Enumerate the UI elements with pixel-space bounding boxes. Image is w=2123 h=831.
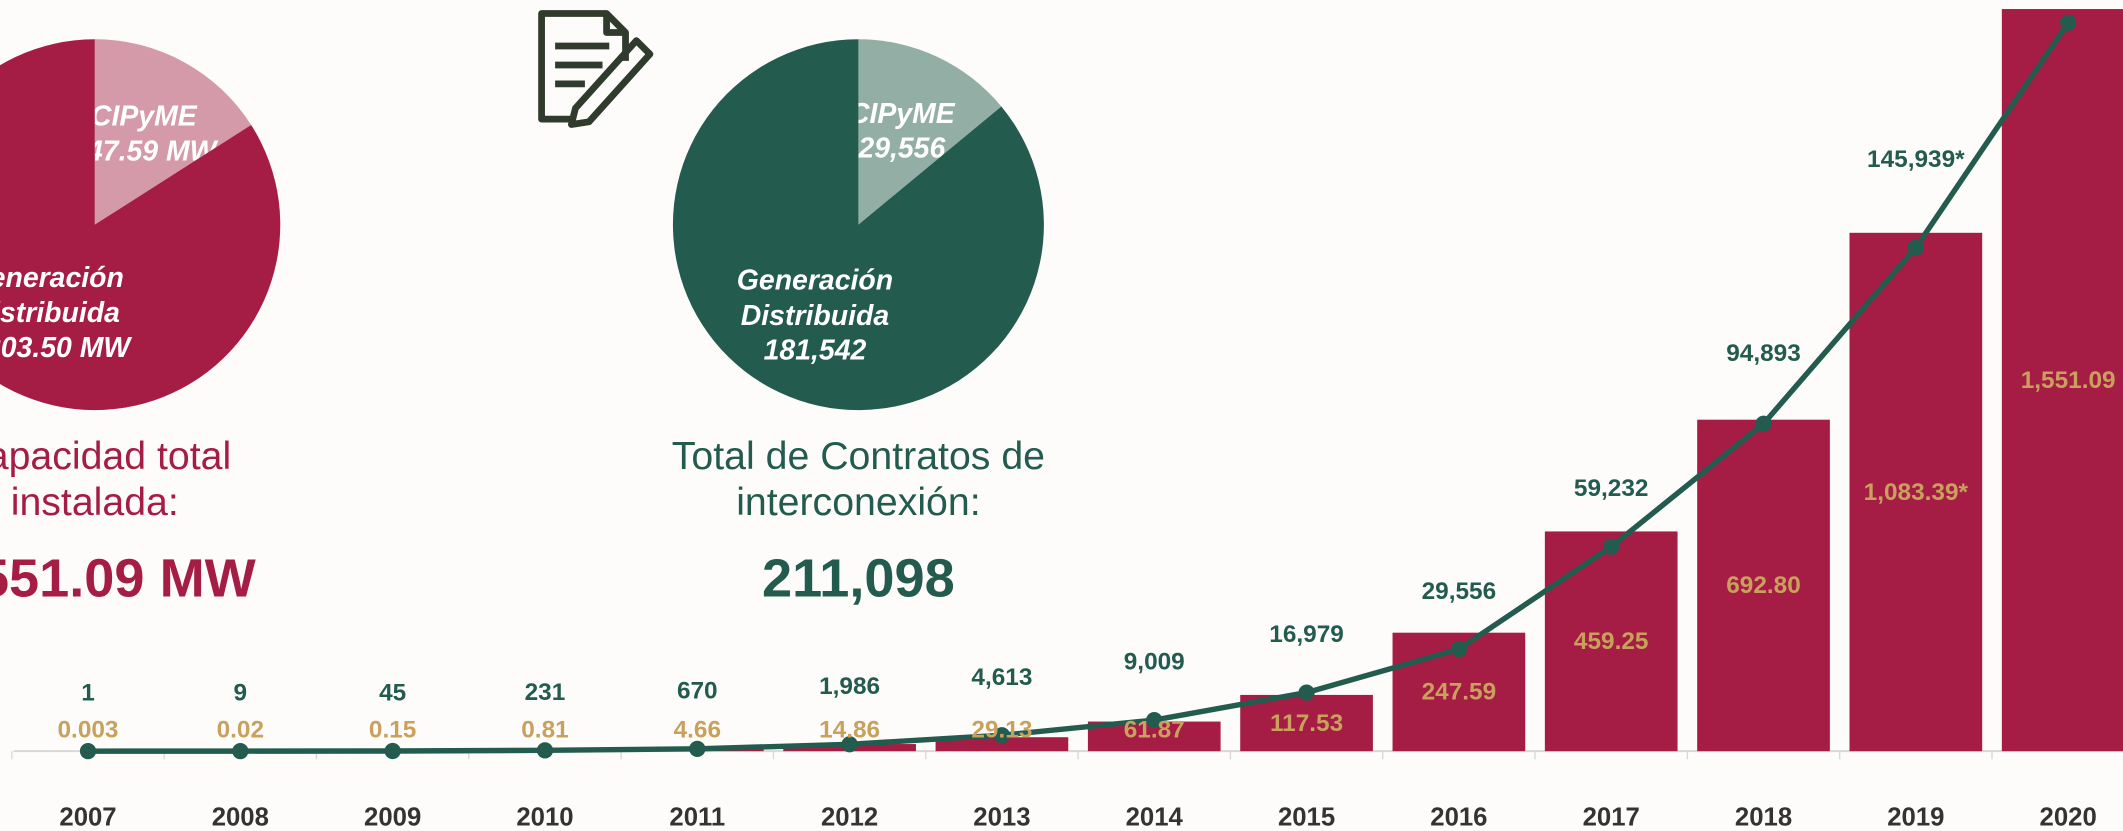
document-icon	[538, 10, 654, 128]
bar	[1849, 232, 1983, 752]
pie-label-line: CIPyME	[849, 97, 956, 129]
pie-label-line: CIPyME	[91, 100, 198, 132]
pie-label-line: Generación	[737, 264, 893, 296]
pie-title: Total de Contratos de	[672, 434, 1045, 478]
bar-value-label: 0.81	[521, 716, 568, 743]
x-tick-label: 2011	[669, 804, 725, 831]
pie-title: interconexión:	[736, 480, 980, 524]
pie-slice	[94, 39, 252, 225]
x-tick-label: 2012	[821, 804, 878, 831]
bar	[2001, 9, 2123, 752]
line-value-label: 4,613	[971, 664, 1032, 691]
line-point	[841, 736, 858, 753]
x-tick-label: 2016	[1430, 804, 1487, 831]
bar	[1544, 531, 1678, 752]
pie-value-label: 29,556	[857, 132, 945, 164]
x-tick-label: 2008	[212, 804, 269, 831]
pie-label: CIPyME	[91, 100, 198, 132]
x-tick-label: 2009	[364, 804, 421, 831]
pie-label-line: Distribuida	[741, 299, 889, 331]
bar-value-label: 459.25	[1574, 628, 1649, 655]
line-point	[1907, 239, 1924, 256]
line-value-label: 231	[525, 679, 566, 706]
line-point	[689, 740, 706, 757]
pie-value-label: 1,303.50 MW	[0, 332, 132, 364]
pie-total: 1,551.09 MW	[0, 548, 257, 608]
bar-value-label: 14.86	[819, 716, 880, 743]
x-tick-label: 2018	[1735, 804, 1792, 831]
x-tick-label: 2017	[1583, 804, 1640, 831]
line-value-label: 9	[234, 680, 248, 707]
bar-value-label: 4.66	[674, 716, 721, 743]
bar-value-label: 1,083.39*	[1864, 479, 1969, 506]
line-value-label: 45	[379, 680, 406, 707]
bar-value-label: 117.53	[1270, 710, 1343, 737]
line-point	[1450, 641, 1468, 658]
x-tick-label: 2019	[1887, 804, 1944, 831]
x-tick-label: 2015	[1278, 804, 1335, 831]
line-point	[1298, 684, 1315, 701]
bar-value-label: 692.80	[1726, 572, 1801, 599]
pie-value-label: 181,542	[764, 335, 867, 367]
bar	[1240, 694, 1373, 752]
pie-total: 211,098	[762, 548, 955, 608]
bar-value-label: 1,551.09	[2021, 367, 2116, 394]
bar-value-label: 61.87	[1124, 716, 1185, 743]
line-point	[993, 727, 1011, 744]
pie-slice	[672, 39, 1044, 411]
x-tick-label: 2020	[2040, 804, 2097, 831]
bar-value-label: 0.02	[217, 716, 264, 743]
line-value-label: 59,232	[1574, 475, 1649, 502]
bar-value-label: 0.003	[58, 716, 119, 743]
bar-value-label: 29.13	[971, 716, 1032, 743]
line-value-label: 9,009	[1124, 649, 1185, 676]
line-point	[79, 743, 97, 760]
x-tick-label: 2014	[1126, 804, 1184, 831]
pie-slice	[858, 39, 1002, 225]
pie-title: instalada:	[11, 480, 179, 524]
pie-title: Capacidad total	[0, 434, 231, 478]
line-point	[232, 742, 249, 760]
bar	[935, 737, 1069, 752]
line-point	[1755, 415, 1772, 432]
line-value-label: 1	[81, 680, 95, 707]
line-point	[1603, 538, 1620, 555]
line-value-label: 1,986	[819, 673, 880, 700]
pie-label: CIPyME	[849, 97, 956, 129]
bar-value-label: 247.59	[1422, 679, 1497, 706]
line-value-label: 29,556	[1422, 578, 1497, 605]
line-value-label: 670	[677, 677, 718, 704]
line-value-label: 94,893	[1726, 340, 1801, 367]
pie-label-line: Generación	[0, 261, 124, 293]
pie-label-line: Distribuida	[0, 297, 120, 329]
x-tick-label: 2007	[59, 804, 116, 831]
line-point	[2060, 14, 2077, 31]
line-point	[1146, 711, 1163, 729]
bar-value-label: 0.15	[369, 716, 416, 743]
line-value-label: 145,939*	[1867, 146, 1965, 173]
line-value-label: 16,979	[1269, 621, 1344, 648]
bar	[1697, 419, 1830, 752]
x-tick-label: 2013	[973, 804, 1030, 831]
line-point	[384, 742, 401, 760]
line	[88, 21, 2071, 754]
pie-slice	[0, 39, 281, 411]
line-point	[536, 742, 554, 759]
pie-label: Generación Distribuida	[0, 261, 124, 328]
x-tick-label: 2010	[516, 804, 573, 831]
